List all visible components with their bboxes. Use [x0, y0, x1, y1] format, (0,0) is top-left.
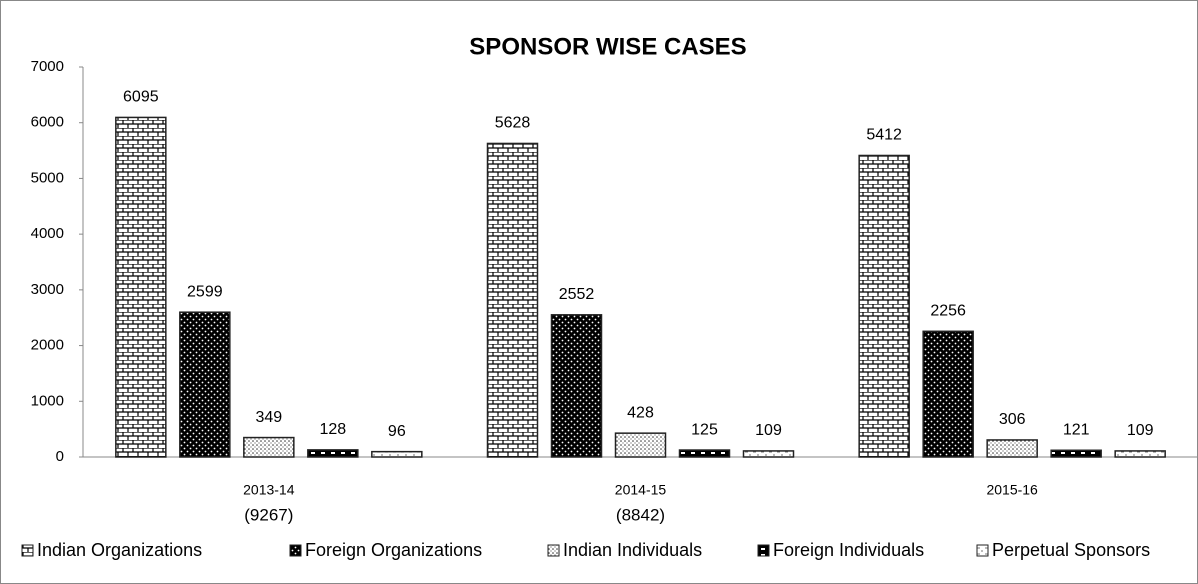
bar [1114, 450, 1166, 458]
data-label: 121 [1063, 421, 1090, 438]
legend-label: Foreign Individuals [773, 540, 924, 560]
bar [179, 311, 231, 458]
data-label: 2599 [187, 283, 223, 300]
y-tick-label: 6000 [31, 114, 64, 131]
x-tick-label: 2013-14 [243, 482, 295, 498]
y-tick-label: 5000 [31, 169, 64, 186]
data-label: 306 [999, 411, 1026, 428]
data-label: 125 [691, 421, 718, 438]
y-tick-label: 3000 [31, 281, 64, 298]
y-tick-label: 4000 [31, 225, 64, 242]
bar [307, 449, 359, 458]
chart-title: SPONSOR WISE CASES [469, 33, 746, 60]
bar [243, 436, 295, 458]
legend-label: Indian Individuals [563, 540, 702, 560]
bar [486, 142, 539, 458]
x-tick-label: 2015-16 [986, 482, 1038, 498]
legend-label: Indian Organizations [37, 540, 202, 560]
legend-swatch [21, 544, 34, 557]
bar [614, 432, 667, 458]
legend-label: Perpetual Sponsors [992, 540, 1150, 560]
legend-swatch [547, 544, 560, 557]
data-label: 109 [755, 422, 782, 439]
data-label: 6095 [123, 89, 159, 106]
data-label: 5412 [866, 127, 902, 144]
data-label: 5628 [495, 115, 531, 132]
legend-label: Foreign Organizations [305, 540, 482, 560]
legend-swatch [289, 544, 302, 557]
bar [1050, 449, 1102, 458]
legend-swatch [976, 544, 989, 557]
bar [550, 314, 603, 458]
data-label: 428 [627, 404, 654, 421]
legend-swatch [757, 544, 770, 557]
y-tick-label: 0 [56, 448, 64, 465]
bar [678, 449, 731, 458]
bar [371, 450, 423, 458]
bar [115, 116, 167, 458]
data-label: 349 [255, 409, 282, 426]
data-label: 2256 [930, 303, 966, 320]
data-label: 128 [319, 421, 346, 438]
data-label: 96 [388, 423, 406, 440]
y-tick-label: 2000 [31, 337, 64, 354]
y-tick-label: 1000 [31, 392, 64, 409]
y-tick-label: 7000 [31, 58, 64, 75]
data-label: 109 [1127, 422, 1154, 439]
x-tick-label: 2014-15 [615, 482, 667, 498]
bar [742, 450, 795, 458]
category-note: (8842) [616, 505, 665, 524]
bar [986, 439, 1038, 458]
data-label: 2552 [559, 286, 595, 303]
bar [858, 154, 910, 458]
bar [922, 330, 974, 458]
category-note: (9267) [244, 505, 293, 524]
